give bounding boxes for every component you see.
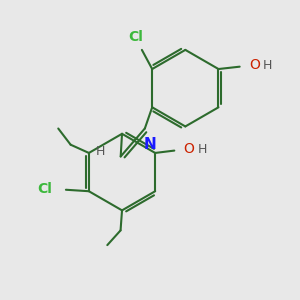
Text: O: O [249,58,260,72]
Text: H: H [96,145,105,158]
Text: H: H [262,59,272,72]
Text: Cl: Cl [37,182,52,196]
Text: N: N [144,137,157,152]
Text: H: H [197,142,207,156]
Text: O: O [183,142,194,156]
Text: Cl: Cl [128,30,143,44]
